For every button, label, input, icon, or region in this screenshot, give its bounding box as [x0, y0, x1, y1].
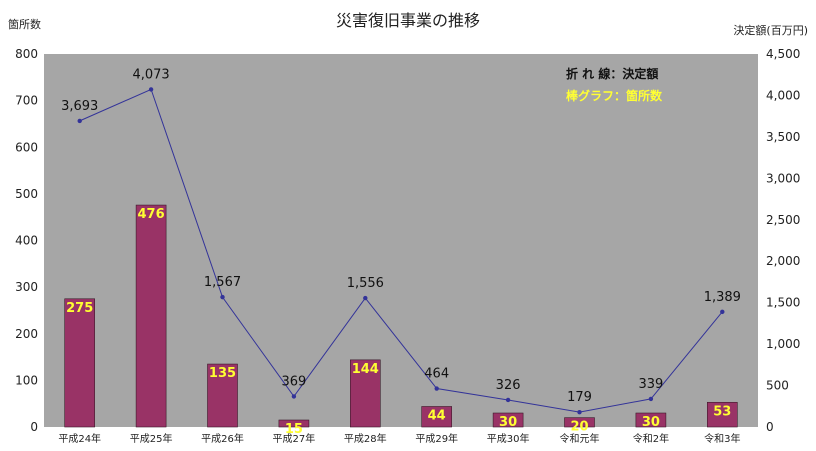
bar-data-label: 44: [428, 408, 446, 423]
line-data-label: 1,567: [204, 275, 241, 290]
right-tick-label: 2,500: [766, 213, 800, 227]
right-tick-label: 3,500: [766, 130, 800, 144]
line-data-label: 326: [496, 378, 521, 393]
line-data-label: 1,556: [347, 276, 384, 291]
line-point: [434, 386, 439, 391]
right-tick-label: 500: [766, 379, 789, 393]
right-tick-label: 4,000: [766, 88, 800, 102]
bar-data-label: 30: [499, 415, 517, 430]
bar-data-label: 53: [713, 404, 731, 419]
left-tick-label: 200: [15, 327, 38, 341]
chart-title: 災害復旧事業の推移: [336, 11, 480, 30]
line-point: [648, 396, 654, 402]
left-tick-label: 400: [15, 234, 38, 248]
line-data-label: 3,693: [61, 99, 98, 114]
category-label: 平成25年: [130, 432, 173, 445]
left-tick-label: 800: [15, 47, 38, 61]
bar: [635, 412, 667, 428]
right-tick-label: 2,000: [766, 254, 800, 268]
left-tick-label: 500: [15, 187, 38, 201]
bar: [207, 363, 238, 428]
bar-data-label: 476: [138, 207, 165, 222]
right-tick-label: 3,000: [766, 171, 800, 185]
bar: [706, 401, 738, 428]
line-point: [291, 394, 297, 399]
line-data-label: 339: [638, 377, 663, 392]
ticks-layer: 0 100 200 300 400 500 600 700 800 0 500 1,000 1,500 2…: [15, 47, 800, 445]
line-data-label: 179: [567, 390, 592, 405]
right-axis-title: 決定額(百万円): [733, 23, 808, 37]
bar-data-label: 20: [570, 420, 588, 435]
line-point: [220, 294, 225, 300]
bar-data-label: 135: [209, 366, 236, 381]
left-tick-label: 700: [15, 94, 38, 108]
legend-line-entry: 折 れ 線：決定額: [566, 66, 658, 81]
bar: [564, 417, 595, 428]
line-layer: 3,693 4,073 1,567 369 1,556 464 326 179 339 1,389: [61, 67, 741, 415]
category-label: 令和元年: [560, 432, 600, 445]
right-tick-label: 4,500: [766, 47, 800, 61]
bar: [421, 406, 453, 428]
category-label: 令和2年: [633, 432, 669, 445]
left-tick-label: 100: [15, 373, 38, 387]
legend-bar-entry: 棒グラフ：箇所数: [566, 88, 663, 103]
category-label: 平成30年: [487, 432, 530, 445]
left-axis-title: 箇所数: [8, 17, 41, 31]
line-data-label: 4,073: [132, 67, 169, 82]
bar-data-label: 15: [285, 422, 303, 437]
line-point: [505, 397, 511, 403]
right-tick-label: 1,000: [766, 337, 800, 351]
line-point: [77, 118, 82, 124]
legend: 折 れ 線：決定額 棒グラフ：箇所数: [566, 66, 663, 103]
right-tick-label: 1,500: [766, 296, 800, 310]
bar: [278, 419, 310, 428]
left-tick-label: 300: [15, 280, 38, 294]
category-label: 平成27年: [273, 432, 316, 445]
line-data-label: 464: [424, 367, 449, 382]
right-tick-label: 0: [766, 420, 774, 434]
bar-data-label: 30: [642, 415, 660, 430]
category-label: 平成28年: [344, 432, 387, 445]
line-point: [363, 295, 368, 301]
category-label: 平成29年: [415, 432, 458, 445]
bar-data-label: 144: [352, 362, 379, 377]
line-point: [577, 409, 582, 415]
category-label: 平成26年: [201, 432, 244, 445]
bars-layer: 275 476 135 15 144 44 30 20 30 53: [64, 204, 738, 437]
bar: [64, 298, 95, 428]
category-label: 平成24年: [58, 432, 101, 445]
bar: [135, 204, 167, 428]
bar: [492, 412, 524, 428]
line-point: [720, 309, 725, 315]
line-point: [148, 87, 154, 92]
category-label: 令和3年: [704, 432, 740, 445]
line-data-label: 369: [281, 374, 306, 389]
bar-data-label: 275: [66, 301, 93, 316]
line-series: [79, 88, 723, 413]
left-tick-label: 600: [15, 140, 38, 154]
left-tick-label: 0: [30, 420, 38, 434]
line-data-label: 1,389: [704, 290, 741, 305]
bar: [349, 359, 381, 428]
